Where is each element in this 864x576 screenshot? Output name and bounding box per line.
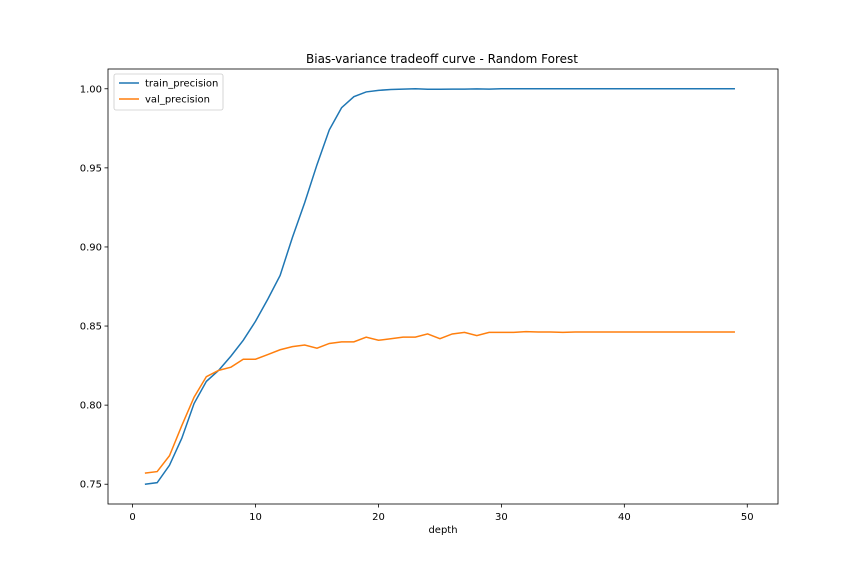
legend-label-train_precision: train_precision (145, 79, 218, 90)
legend-box (113, 73, 224, 111)
chart-title: Bias-variance tradeoff curve - Random Fo… (306, 52, 578, 66)
x-tick-label: 0 (129, 512, 135, 523)
x-tick-label: 30 (495, 512, 508, 523)
x-axis: 0 10 20 30 40 50 (129, 504, 754, 523)
series-line-val_precision (144, 330, 735, 474)
plot-frame (107, 68, 779, 505)
y-tick-label: 0.95 (80, 163, 102, 174)
x-tick-label: 10 (249, 512, 262, 523)
x-tick-label: 20 (372, 512, 385, 523)
plot-area (144, 88, 735, 485)
y-tick-label: 0.75 (80, 480, 102, 491)
y-tick-label: 0.80 (80, 401, 102, 412)
x-tick-label: 50 (741, 512, 754, 523)
y-tick-label: 0.90 (80, 242, 102, 253)
series-line-train_precision (144, 88, 735, 485)
y-tick-label: 0.85 (80, 322, 102, 333)
legend-label-val_precision: val_precision (145, 95, 210, 106)
y-axis: 0.75 0.80 0.85 0.90 0.95 1.00 (80, 84, 108, 491)
y-tick-label: 1.00 (80, 84, 102, 95)
x-tick-label: 40 (618, 512, 631, 523)
x-axis-label: depth (428, 525, 457, 536)
legend: train_precision val_precision (113, 73, 224, 111)
